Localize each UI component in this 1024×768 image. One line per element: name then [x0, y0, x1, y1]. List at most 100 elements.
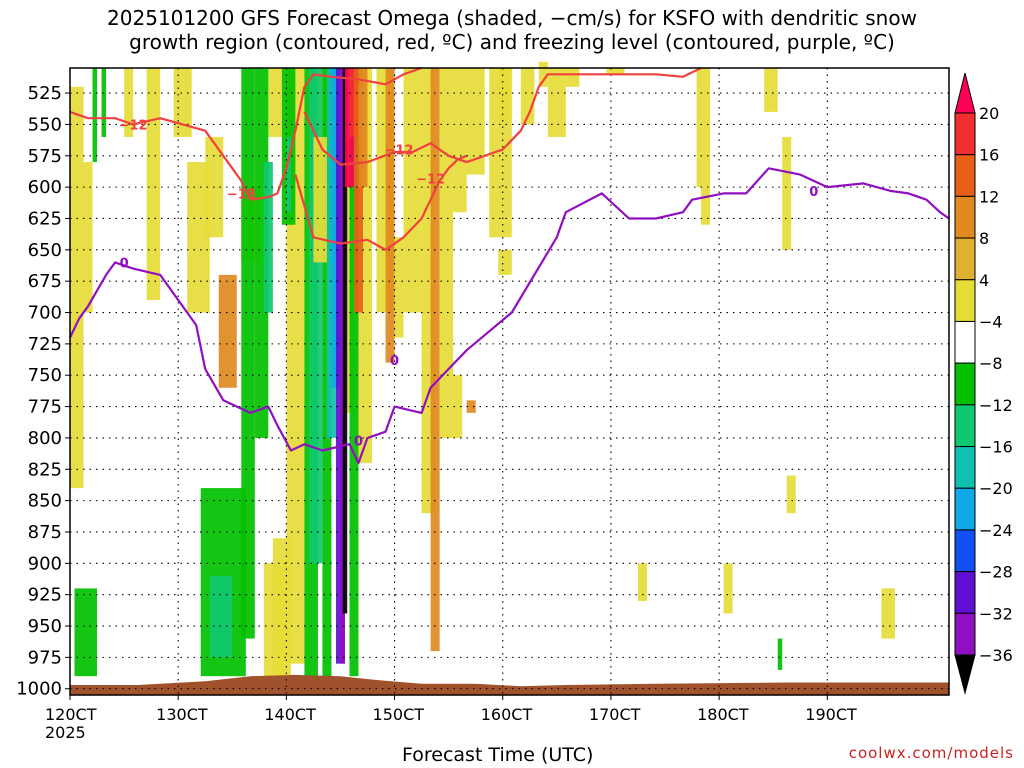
y-tick-label-900: 900 [28, 553, 62, 574]
colorbar-swatch-11 [954, 529, 976, 573]
omega-shade-1 [83, 162, 93, 313]
y-tick-label-675: 675 [28, 271, 62, 292]
y-tick-label-700: 700 [28, 303, 62, 324]
omega-shade-31 [453, 375, 463, 438]
omega-shade-65 [358, 68, 368, 188]
y-tick-label-850: 850 [28, 491, 62, 512]
colorbar-swatch-12 [954, 571, 976, 614]
omega-shade-36 [701, 187, 711, 225]
colorbar-label-3: 8 [979, 229, 989, 248]
colorbar-swatch-13 [954, 612, 976, 656]
colorbar-swatch-1 [954, 112, 976, 156]
omega-shade-53 [286, 136, 291, 213]
omega-shade-50 [254, 68, 269, 438]
omega-shade-56 [322, 68, 332, 677]
x-tick-label-4: 160CT [481, 705, 533, 724]
dgz-label-4: −12 [416, 172, 445, 187]
y-tick-label-875: 875 [28, 522, 62, 543]
y-tick-label-800: 800 [28, 428, 62, 449]
colorbar-label-11: −28 [979, 563, 1013, 582]
omega-shade-26 [498, 68, 512, 125]
colorbar-label-7: −12 [979, 396, 1013, 415]
dgz-contour-bottom [294, 154, 468, 251]
omega-shade-43 [777, 638, 783, 670]
colorbar-swatch-4 [954, 237, 976, 281]
omega-shade-5 [187, 162, 210, 313]
y-tick-label-775: 775 [28, 397, 62, 418]
dgz-label-3: −12 [385, 144, 414, 159]
omega-shade-67 [272, 538, 291, 677]
omega-shade-2 [124, 68, 134, 137]
y-tick-label-750: 750 [28, 365, 62, 386]
colorbar-swatch-5 [954, 279, 976, 322]
dgz-label-1: −12 [119, 118, 148, 133]
x-tick-label-1: 130CT [156, 705, 208, 724]
x-tick-year: 2025 [45, 723, 86, 742]
y-tick-label-925: 925 [28, 585, 62, 606]
x-tick-label-2: 140CT [264, 705, 316, 724]
omega-shade-4 [173, 68, 192, 137]
colorbar-swatch-7 [954, 362, 976, 406]
omega-shade-35 [696, 68, 711, 188]
omega-shade-3 [146, 68, 161, 300]
freezing-label-3: 0 [354, 434, 363, 449]
colorbar-swatch-9 [954, 446, 976, 489]
dgz-contour-mid [303, 67, 702, 166]
omega-shade-14 [349, 68, 359, 677]
omega-shade-41 [637, 563, 647, 601]
y-tick-label-1000: 1000 [16, 679, 62, 700]
omega-shade-44 [92, 68, 98, 163]
y-tick-label-525: 525 [28, 83, 62, 104]
omega-shade-0 [70, 86, 84, 489]
colorbar-label-8: −16 [979, 438, 1013, 457]
omega-shade-9 [268, 68, 282, 137]
omega-shade-21 [430, 68, 440, 652]
x-tick-label-5: 170CT [589, 705, 641, 724]
colorbar-label-6: −8 [979, 354, 1003, 373]
colorbar-bottom-arrow [954, 654, 976, 695]
omega-shade-18 [394, 237, 404, 338]
y-tick-label-550: 550 [28, 114, 62, 135]
omega-shade-28 [547, 68, 566, 137]
colorbar-label-1: 16 [979, 146, 999, 165]
dgz-contour-top [69, 66, 422, 201]
omega-shade-22 [439, 68, 454, 438]
freezing-label-2: 0 [390, 354, 399, 369]
y-tick-label-575: 575 [28, 146, 62, 167]
y-tick-label-650: 650 [28, 240, 62, 261]
dgz-label-2: −18 [227, 187, 256, 202]
y-tick-label-825: 825 [28, 459, 62, 480]
omega-shade-39 [786, 475, 796, 514]
freezing-label-1: 0 [120, 256, 129, 271]
chart-title-line2: growth region (contoured, red, ºC) and f… [129, 30, 895, 54]
colorbar-swatch-2 [954, 154, 976, 197]
omega-shade-34 [606, 68, 625, 75]
omega-shade-23 [453, 68, 467, 213]
freezing-label-4: 0 [809, 185, 818, 200]
omega-shade-48 [209, 575, 233, 658]
y-tick-label-950: 950 [28, 616, 62, 637]
x-tick-label-3: 150CT [373, 705, 425, 724]
colorbar-label-5: −4 [979, 312, 1003, 331]
omega-shade-40 [723, 563, 733, 614]
chart-title: 2025101200 GFS Forecast Omega (shaded, −… [0, 6, 1024, 54]
plot-frame [69, 67, 950, 696]
colorbar-swatch-3 [954, 195, 976, 239]
omega-shade-42 [881, 588, 895, 639]
x-axis-label: Forecast Time (UTC) [402, 744, 594, 766]
colorbar-label-0: 20 [979, 104, 999, 123]
x-tick-label-6: 180CT [697, 705, 749, 724]
omega-shade-45 [101, 68, 107, 137]
omega-shade-51 [263, 162, 273, 313]
omega-shade-46 [74, 588, 98, 677]
colorbar-swatch-6 [954, 320, 976, 364]
colorbar-label-12: −32 [979, 604, 1013, 623]
omega-shade-33 [538, 61, 548, 87]
omega-shade-6 [218, 274, 237, 388]
y-tick-label-975: 975 [28, 647, 62, 668]
omega-shade-19 [403, 68, 422, 313]
freezing-level-contour [69, 167, 950, 465]
colorbar-swatch-10 [954, 487, 976, 531]
y-tick-label-600: 600 [28, 177, 62, 198]
